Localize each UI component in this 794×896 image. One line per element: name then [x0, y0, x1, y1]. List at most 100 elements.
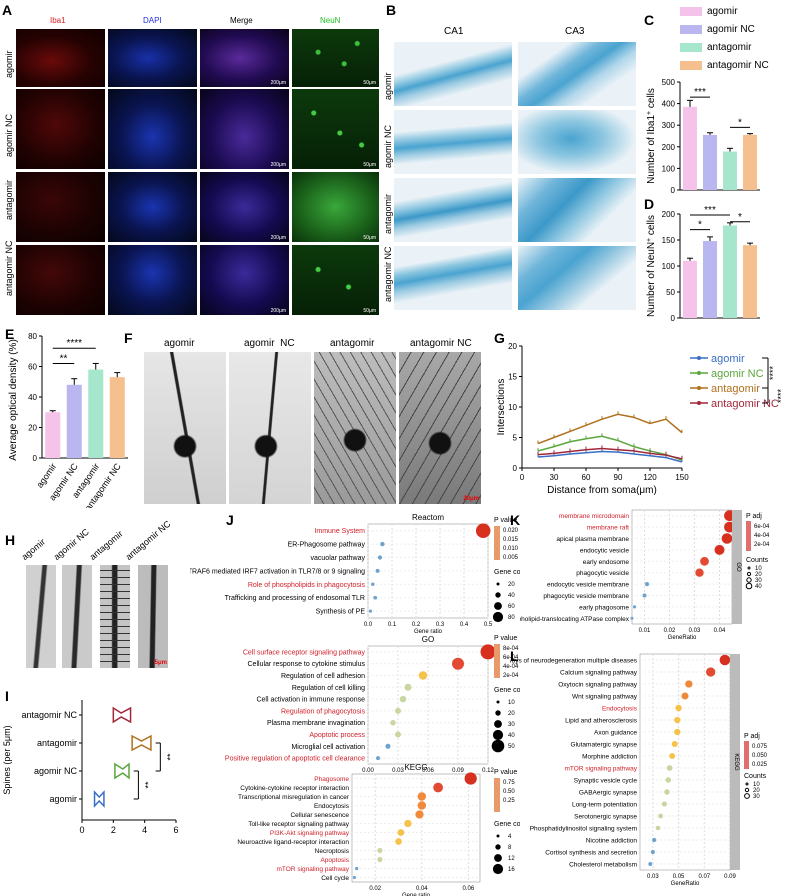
padj-colorbar — [744, 741, 749, 769]
plot-title: Reactom — [412, 513, 444, 522]
term-label: Cellular senescence — [290, 812, 349, 819]
count-marker — [494, 602, 502, 610]
x-tick-label: 0.02 — [664, 628, 676, 634]
count-title: Gene count — [494, 569, 520, 576]
count-tick: 10 — [508, 700, 515, 706]
facet-strip — [732, 510, 742, 624]
bar-antagomir-NC — [743, 245, 757, 318]
histology-ca3-agomir — [518, 42, 636, 106]
panel-d-letter: D — [644, 196, 655, 212]
y-tick-label: agomir NC — [34, 766, 78, 776]
count-marker — [495, 710, 501, 716]
micrograph-neun-agomir: 50μm — [292, 29, 379, 87]
sig-label: ** — [165, 753, 175, 761]
legend-swatch-agomir-nc — [680, 24, 702, 34]
term-label: Role of phospholipids in phagocytosis — [248, 582, 366, 589]
y-tick-label: antagomir — [37, 738, 77, 748]
pvalue-title: P value — [494, 635, 517, 642]
micrograph-dapi-antagomir-nc — [108, 245, 197, 315]
term-label: phagocytic vesicle membrane — [543, 593, 629, 600]
facet-strip — [730, 654, 740, 870]
row-label-b-agomir-nc: agomir NC — [383, 124, 393, 168]
term-label: Serotonergic synapse — [574, 814, 637, 821]
legend-marker — [697, 356, 701, 360]
legend-label-agomir-NC: agomir NC — [711, 368, 764, 380]
legend-label-agomir: agomir — [711, 353, 745, 365]
term-dot — [695, 568, 704, 577]
term-dot — [669, 753, 676, 759]
y-tick-label: 5 — [513, 434, 518, 443]
pvalue-tick: 0.25 — [503, 798, 515, 804]
count-tick: 30 — [755, 578, 762, 584]
term-dot — [377, 856, 383, 863]
f-title-antagomir-nc: antagomir NC — [410, 338, 472, 349]
bar-agomir-NC — [66, 384, 82, 458]
x-tick-label: 0.2 — [412, 622, 421, 628]
y-tick-label: 80 — [28, 332, 37, 341]
micrograph-dapi-antagomir — [108, 172, 197, 242]
series-line-agomir — [537, 450, 683, 463]
y-tick-label: 300 — [662, 121, 676, 130]
count-tick: 50 — [508, 744, 515, 750]
pvalue-tick: 0.005 — [503, 555, 519, 561]
x-tick-label: 0.01 — [639, 628, 651, 634]
y-tick-label: 0 — [513, 464, 518, 473]
x-tick-label: 2 — [111, 825, 116, 835]
micrograph-neun-antagomir: 50μm — [292, 172, 379, 242]
histology-ca3-antagomir-nc — [518, 246, 636, 310]
panel-j-letter: J — [226, 512, 234, 528]
y-tick-label: agomir — [49, 794, 77, 804]
x-tick-label: 0.5 — [484, 622, 493, 628]
term-dot — [417, 792, 427, 801]
y-tick-label: 0 — [671, 314, 676, 323]
x-tick-label: 0.06 — [422, 768, 434, 774]
term-dot — [395, 707, 401, 714]
x-tick-label: 0.07 — [698, 874, 710, 880]
plot-frame — [639, 653, 731, 871]
x-tick-label: 0.03 — [689, 628, 701, 634]
x-tick-label: 0 — [520, 473, 525, 482]
term-dot — [706, 667, 716, 677]
term-label: Immune System — [314, 528, 365, 535]
term-label: Wnt signaling pathway — [572, 694, 638, 701]
count-marker — [494, 720, 502, 728]
term-label: Transcriptional misregulation in cancer — [238, 794, 350, 801]
x-tick-label: 0.04 — [416, 886, 428, 892]
term-label: Toll-like receptor signaling pathway — [248, 821, 350, 828]
term-label: Axon guidance — [594, 730, 637, 737]
pvalue-tick: 4e-04 — [503, 664, 519, 670]
count-tick: 10 — [753, 782, 760, 788]
term-dot — [418, 671, 428, 680]
term-label: Apoptosis — [320, 857, 349, 864]
term-dot — [399, 695, 407, 703]
term-dot — [719, 654, 731, 666]
y-tick-label: 40 — [28, 393, 37, 402]
chart-j: 0.0 0.1 0.2 0.3 0.4 0.5 Reactom Gene ratio Immun… — [190, 513, 520, 896]
count-marker — [744, 793, 750, 799]
count-title: Gene count — [494, 821, 520, 828]
x-axis-label: Distance from soma(μm) — [547, 485, 657, 496]
padj-title: P adj — [744, 733, 760, 740]
count-marker — [496, 700, 500, 704]
y-tick-label: 0 — [671, 186, 676, 195]
x-tick-label: 0.02 — [369, 886, 381, 892]
term-label: Cortisol synthesis and secretion — [545, 850, 637, 857]
legend-swatch-agomir — [680, 6, 702, 16]
pvalue-tick: 0.75 — [503, 780, 515, 786]
padj-tick: 2e-04 — [754, 542, 770, 548]
counts-title: Counts — [746, 557, 769, 564]
micrograph-merge-antagomir-nc: 200μm — [200, 245, 289, 315]
padj-colorbar — [746, 521, 751, 551]
term-dot — [385, 743, 391, 749]
term-label: endocytic vesicle membrane — [547, 582, 629, 589]
count-marker — [495, 844, 501, 850]
count-marker — [496, 582, 500, 586]
padj-tick: 0.075 — [752, 744, 768, 750]
legend-item-antagomir-nc: antagomir NC — [680, 56, 794, 74]
scalebar-neun: 50μm — [363, 162, 376, 168]
term-dot — [433, 782, 443, 793]
y-tick-label: 60 — [28, 363, 37, 372]
y-tick-label: 50 — [666, 288, 675, 297]
sig-label: *** — [704, 205, 716, 216]
plot-frame — [631, 509, 733, 625]
